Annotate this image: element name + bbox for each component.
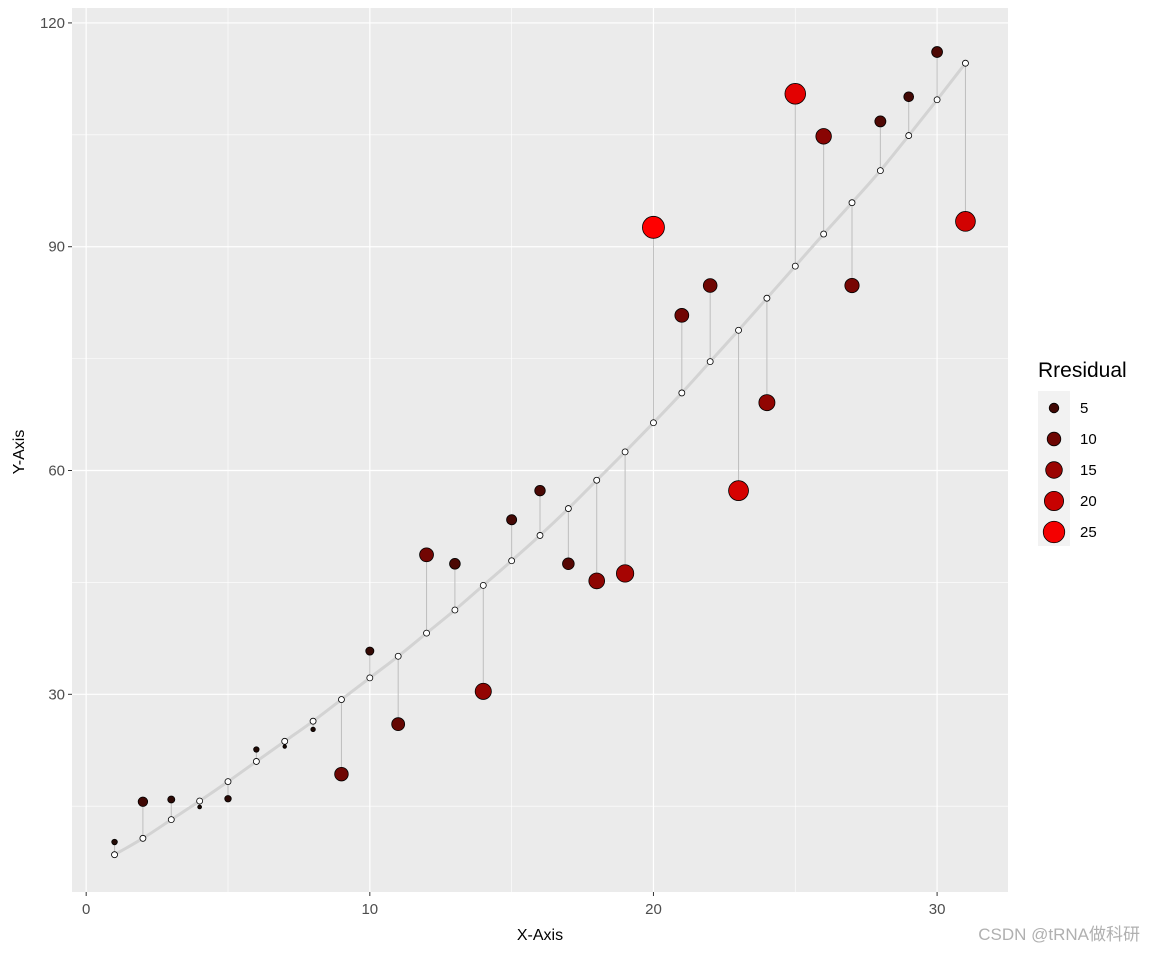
observed-point xyxy=(137,796,149,807)
x-tick-label: 10 xyxy=(361,901,378,918)
y-axis-ticks: 30 60 90 120 xyxy=(40,15,72,703)
predicted-point xyxy=(224,778,232,785)
plot-panel xyxy=(72,8,1008,892)
predicted-point xyxy=(593,476,601,484)
observed-point xyxy=(674,308,690,323)
x-axis-title: X-Axis xyxy=(517,927,563,944)
observed-point xyxy=(784,83,807,105)
legend-label: 5 xyxy=(1080,400,1088,417)
observed-point xyxy=(506,514,518,526)
predicted-point xyxy=(508,557,516,565)
predicted-point xyxy=(735,326,742,334)
observed-point xyxy=(474,682,492,700)
y-tick-label: 90 xyxy=(48,239,65,256)
predicted-point xyxy=(479,581,487,589)
x-tick-label: 0 xyxy=(82,901,90,918)
watermark: CSDN @tRNA做科研 xyxy=(978,925,1140,944)
y-tick-label: 120 xyxy=(40,15,65,32)
observed-point xyxy=(224,795,232,803)
predicted-point xyxy=(876,167,884,175)
observed-point xyxy=(253,746,260,753)
predicted-point xyxy=(451,606,459,614)
predicted-point xyxy=(281,737,289,745)
observed-point xyxy=(815,128,832,145)
observed-point xyxy=(449,558,461,570)
predicted-point xyxy=(933,96,941,104)
predicted-point xyxy=(139,834,147,842)
legend-label: 20 xyxy=(1080,493,1097,510)
x-tick-label: 30 xyxy=(929,901,946,918)
predicted-point xyxy=(564,505,572,512)
observed-point xyxy=(931,46,943,58)
predicted-point xyxy=(650,419,657,427)
observed-point xyxy=(310,726,316,733)
predicted-point xyxy=(820,230,828,238)
legend-label: 15 xyxy=(1080,462,1097,479)
y-tick-label: 30 xyxy=(48,686,65,703)
predicted-point xyxy=(366,674,374,682)
observed-point xyxy=(874,115,887,128)
observed-point xyxy=(419,547,434,563)
observed-point xyxy=(282,744,287,749)
observed-point xyxy=(562,557,575,571)
legend: Rresidual 5 10 15 20 25 xyxy=(1038,359,1127,546)
predicted-point xyxy=(791,262,799,270)
observed-point xyxy=(844,277,860,294)
predicted-point xyxy=(309,717,317,725)
legend-title: Rresidual xyxy=(1038,359,1127,382)
observed-point xyxy=(588,572,606,590)
legend-key xyxy=(1048,402,1060,414)
observed-point xyxy=(365,646,375,656)
predicted-point xyxy=(423,629,430,637)
observed-point xyxy=(728,480,749,502)
observed-point xyxy=(642,215,665,239)
observed-points xyxy=(111,46,976,846)
observed-point xyxy=(167,795,176,804)
predicted-point xyxy=(536,532,544,539)
predicted-point xyxy=(167,816,175,824)
y-axis-title: Y-Axis xyxy=(11,430,28,475)
observed-point xyxy=(616,564,635,583)
predicted-point xyxy=(905,132,913,139)
observed-point xyxy=(955,211,976,232)
predicted-point xyxy=(252,758,260,765)
predicted-point xyxy=(763,294,771,302)
observed-point xyxy=(334,766,349,782)
predicted-point xyxy=(338,696,345,703)
observed-point xyxy=(903,91,915,103)
legend-key xyxy=(1042,520,1066,544)
predicted-point xyxy=(196,797,204,805)
observed-point xyxy=(111,838,118,846)
predicted-point xyxy=(962,59,969,67)
x-tick-label: 20 xyxy=(645,901,662,918)
legend-key xyxy=(1045,461,1063,479)
observed-point xyxy=(758,394,776,412)
predicted-point xyxy=(621,448,629,456)
legend-label: 25 xyxy=(1080,524,1097,541)
predicted-point xyxy=(848,199,856,207)
predicted-point xyxy=(111,851,118,859)
observed-point xyxy=(702,278,718,293)
observed-point xyxy=(391,717,406,732)
legend-key xyxy=(1043,490,1065,512)
observed-point xyxy=(534,484,546,497)
predicted-point xyxy=(394,652,402,660)
predicted-points xyxy=(111,59,969,859)
y-tick-label: 60 xyxy=(48,463,65,480)
predicted-point xyxy=(706,358,714,366)
x-axis-ticks: 0 10 20 30 xyxy=(82,892,945,918)
legend-label: 10 xyxy=(1080,431,1097,448)
predicted-point xyxy=(678,389,686,397)
observed-point xyxy=(197,804,202,810)
legend-key xyxy=(1046,431,1062,447)
